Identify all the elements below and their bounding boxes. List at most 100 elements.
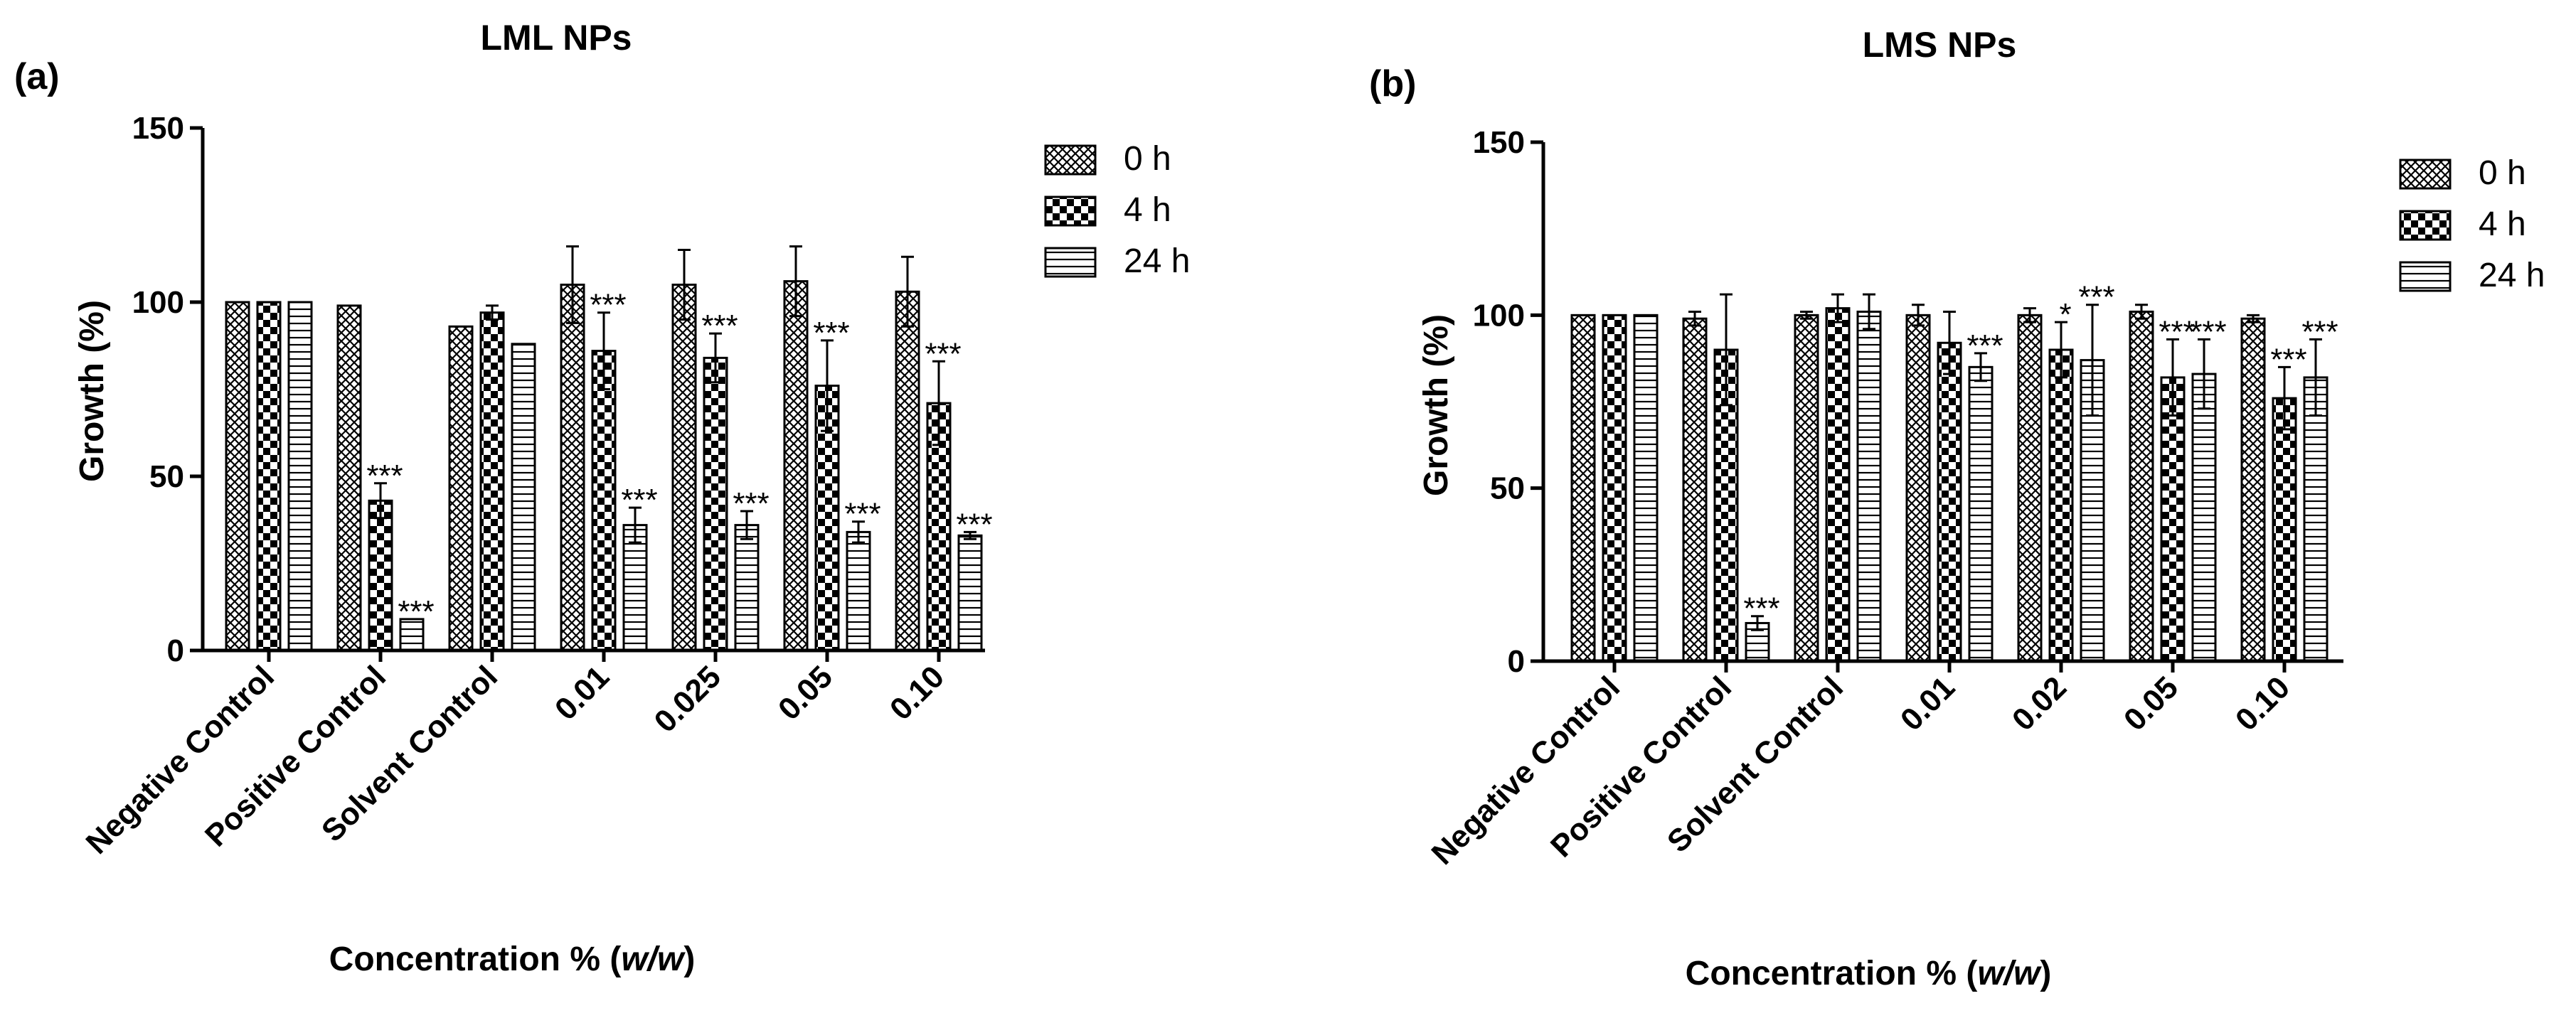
bar-0h-1 xyxy=(336,304,362,652)
error-bar xyxy=(1831,293,1844,323)
bar-0h-0 xyxy=(1570,314,1596,663)
error-bar xyxy=(374,482,387,520)
bar-0h-4 xyxy=(671,284,697,652)
bar-0h-5 xyxy=(2129,310,2154,663)
y-tick-label: 50 xyxy=(1490,471,1525,506)
legend-entry: 4 h xyxy=(2479,205,2526,243)
x-tick-label: 0.01 xyxy=(548,659,616,727)
error-bar xyxy=(2086,304,2099,417)
bar-marks: *** *** *** *** *** *** *** *** *** *** xyxy=(225,245,993,652)
bar-4h-0 xyxy=(256,301,282,652)
x-tick-label: Negative Control xyxy=(1425,670,1627,872)
bar-4h-3 xyxy=(1937,341,1962,663)
panel-letter: (a) xyxy=(14,56,60,97)
bar-0h-0 xyxy=(225,301,250,652)
legend-swatch xyxy=(1044,195,1097,227)
y-tick-label: 100 xyxy=(132,285,184,320)
bar-4h-5 xyxy=(2160,376,2186,663)
panel-letter: (b) xyxy=(1369,63,1416,105)
x-axis-label-main: Concentration % ( xyxy=(1686,955,1978,992)
x-axis-label: Concentration % (w/w) xyxy=(329,941,696,978)
legend-entry: 0 h xyxy=(2479,154,2526,192)
significance-marker: *** xyxy=(813,316,849,350)
x-axis-label: Concentration % (w/w) xyxy=(1686,955,2052,992)
bar-0h-1 xyxy=(1682,317,1708,663)
significance-marker: *** xyxy=(2301,314,2338,349)
significance-marker: *** xyxy=(2190,314,2226,349)
bar-0h-6 xyxy=(895,290,920,652)
significance-marker: *** xyxy=(2159,314,2195,349)
bar-0h-6 xyxy=(2240,317,2266,663)
error-bar xyxy=(901,255,914,328)
bar-0h-3 xyxy=(560,284,585,652)
error-bar xyxy=(629,506,642,544)
significance-marker: *** xyxy=(844,497,880,532)
error-bar xyxy=(1943,310,1956,375)
legend-swatch xyxy=(2399,210,2452,241)
error-bar xyxy=(2166,338,2179,417)
bar-24h-6 xyxy=(957,534,983,652)
chart-title: LML NPs xyxy=(481,18,632,58)
error-bar xyxy=(2055,321,2067,379)
bar-24h-6 xyxy=(2303,376,2328,663)
significance-marker: *** xyxy=(925,336,961,371)
error-bar xyxy=(2023,307,2036,323)
y-axis-label: Growth (%) xyxy=(73,300,111,482)
bar-4h-6 xyxy=(2272,397,2297,663)
significance-marker: *** xyxy=(621,483,657,518)
legend-entry: 24 h xyxy=(2479,257,2545,294)
error-bar xyxy=(1800,310,1813,320)
significance-marker: * xyxy=(2059,297,2071,332)
error-bar xyxy=(566,245,579,324)
chart-panel-a: (a) LML NPs Growth (%) Concentration % (… xyxy=(14,18,1190,978)
y-tick-label: 0 xyxy=(167,633,184,668)
chart-panel-b: (b) LMS NPs Growth (%) Concentration % (… xyxy=(1369,25,2545,992)
bar-24h-5 xyxy=(846,530,871,652)
y-tick-label: 0 xyxy=(1508,644,1525,679)
bar-0h-4 xyxy=(2017,314,2043,663)
x-axis-label-italic: w/w xyxy=(621,941,686,978)
significance-marker: *** xyxy=(2078,280,2114,315)
error-bar xyxy=(1688,310,1701,327)
error-bar xyxy=(2309,338,2322,417)
bar-0h-5 xyxy=(783,280,809,652)
legend-swatch xyxy=(2399,261,2452,292)
error-bar xyxy=(2247,314,2260,323)
error-bar xyxy=(2198,338,2210,410)
error-bar xyxy=(1912,304,1925,327)
bar-4h-4 xyxy=(2048,348,2074,663)
error-bar xyxy=(964,530,976,540)
bar-24h-3 xyxy=(622,524,648,652)
bar-24h-0 xyxy=(287,301,313,652)
error-bar xyxy=(709,332,722,384)
error-bar xyxy=(1751,615,1764,631)
error-bar xyxy=(821,339,834,432)
x-axis-label-end: ) xyxy=(2040,955,2051,992)
bar-24h-0 xyxy=(1633,314,1659,663)
significance-marker: *** xyxy=(590,288,626,323)
error-bar xyxy=(1863,293,1875,331)
y-tick-label: 50 xyxy=(149,459,184,494)
chart-title: LMS NPs xyxy=(1863,25,2017,65)
bar-0h-3 xyxy=(1905,314,1931,663)
significance-marker: *** xyxy=(1743,591,1779,626)
legend-entry: 24 h xyxy=(1124,242,1190,280)
error-bar xyxy=(1974,352,1987,382)
bar-24h-3 xyxy=(1968,365,1994,663)
error-bar xyxy=(932,360,945,446)
y-tick-label: 150 xyxy=(1473,125,1525,160)
bar-4h-0 xyxy=(1602,314,1627,663)
bar-4h-4 xyxy=(703,356,728,652)
x-tick-label: 0.02 xyxy=(2006,670,2073,737)
bar-24h-4 xyxy=(734,524,760,652)
legend-entry: 0 h xyxy=(1124,140,1171,178)
bar-4h-1 xyxy=(368,499,393,652)
bar-marks: * ****************** *** xyxy=(1570,280,2338,663)
error-bar xyxy=(678,249,691,321)
bar-4h-2 xyxy=(479,311,505,652)
bar-4h-3 xyxy=(591,350,617,652)
legend-entry: 4 h xyxy=(1124,191,1171,229)
error-bar xyxy=(852,520,865,544)
legend: 0 h 4 h 24 h xyxy=(2399,154,2545,294)
